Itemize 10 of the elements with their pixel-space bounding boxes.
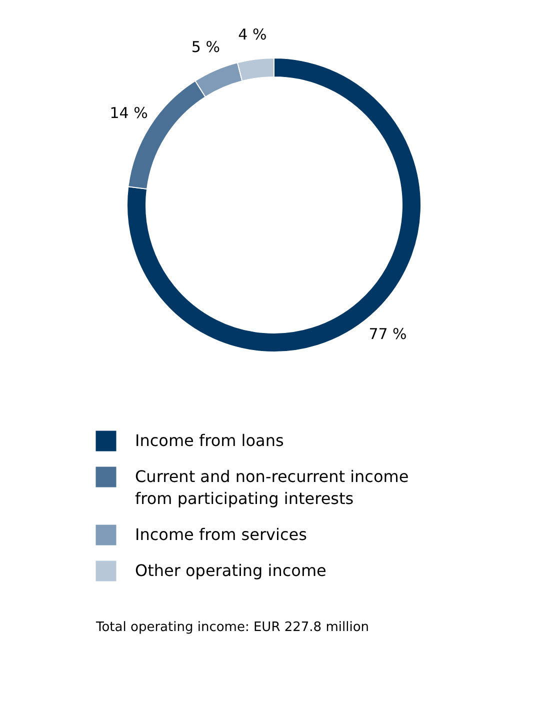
- legend-label: Income from services: [135, 525, 307, 544]
- text: Total operating income: EUR 227.8 million: [95, 620, 370, 635]
- legend-label: Other operating income: [135, 561, 326, 580]
- data-label: 5 %: [191, 38, 220, 56]
- data-label: 4 %: [238, 25, 267, 44]
- legend-label: Current and non-recurrent income from participating interests: [135, 467, 409, 508]
- legend-label: Income from loans: [135, 431, 284, 450]
- donut-slice: [126, 58, 422, 352]
- data-label: 77 %: [368, 325, 407, 344]
- data-label: 14 %: [110, 104, 148, 122]
